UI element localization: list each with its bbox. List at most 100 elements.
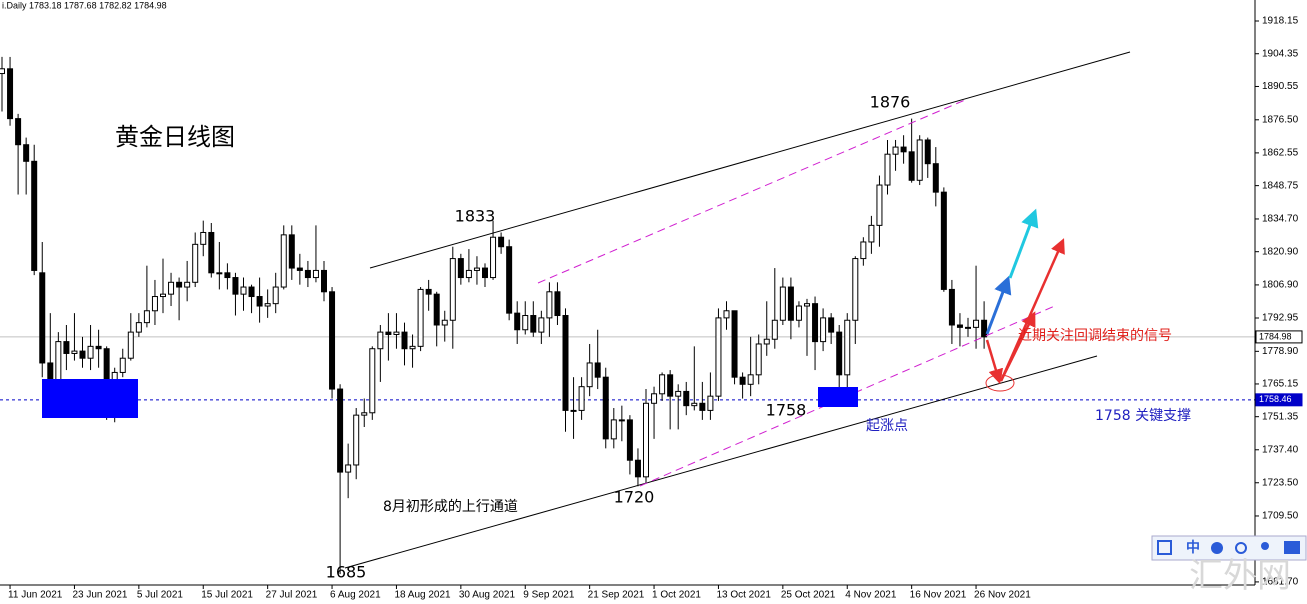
y-tick-label: 1918.15: [1262, 16, 1299, 27]
y-tick-label: 1709.50: [1262, 511, 1299, 522]
candle-body: [321, 269, 327, 293]
candle-body: [514, 312, 521, 331]
candle-body: [31, 160, 38, 271]
candle-body: [546, 291, 553, 319]
candle-body: [699, 402, 706, 411]
candle-body: [940, 191, 947, 290]
header: i.Daily 1783.18 1787.68 1782.82 1784.98: [2, 0, 167, 10]
candle-body: [160, 293, 166, 298]
candle-body: [602, 376, 609, 440]
candle-body: [691, 402, 698, 407]
y-tick-label: 1751.35: [1262, 411, 1299, 422]
candle-body: [7, 68, 14, 120]
price-label: 1758.46: [1259, 394, 1292, 404]
candle-body: [651, 393, 658, 404]
x-tick-label: 25 Oct 2021: [781, 590, 836, 601]
candle-body: [15, 118, 22, 146]
x-tick-label: 6 Aug 2021: [330, 590, 381, 601]
candle-body: [240, 286, 247, 295]
candle-body: [39, 272, 46, 364]
candle-body: [224, 272, 231, 279]
candle-body: [610, 419, 617, 440]
toolbar-icon[interactable]: [1211, 542, 1223, 554]
y-tick-label: 1834.70: [1262, 214, 1299, 225]
candle-body: [562, 315, 569, 411]
candle-body: [634, 459, 641, 478]
candle-body: [401, 331, 408, 350]
x-tick-label: 9 Sep 2021: [523, 590, 575, 601]
toolbar-bg: [1151, 535, 1307, 561]
candle-body: [965, 326, 971, 329]
candle-body: [763, 338, 770, 345]
x-tick-label: 21 Sep 2021: [588, 590, 645, 601]
candle-body: [618, 419, 625, 422]
price-label: 1784.98: [1259, 331, 1292, 341]
toolbar-icon[interactable]: [1284, 541, 1300, 554]
y-tick-label: 1778.90: [1262, 346, 1299, 357]
candle-body: [490, 236, 497, 279]
candle-body: [449, 258, 456, 321]
candle-body: [747, 374, 754, 385]
candle-body: [973, 319, 980, 328]
candle-body: [795, 305, 802, 321]
candle-body: [465, 269, 472, 279]
candle-body: [876, 184, 883, 226]
y-tick-label: 1723.50: [1262, 477, 1299, 488]
annotation: 8月初形成的上行通道: [383, 498, 518, 515]
candle-body: [296, 267, 303, 271]
candle-body: [956, 324, 963, 328]
candle-body: [586, 362, 593, 388]
candle-body: [168, 281, 175, 295]
candle-body: [731, 310, 738, 378]
candle-body: [787, 286, 794, 321]
candle-body: [715, 317, 722, 397]
x-tick-label: 13 Oct 2021: [716, 590, 771, 601]
candle-body: [176, 281, 183, 288]
toolbar-lang[interactable]: 中: [1186, 539, 1200, 556]
y-tick-label: 1876.50: [1262, 114, 1299, 125]
candle-body: [836, 331, 843, 376]
candle-body: [433, 293, 440, 326]
candle-body: [288, 234, 295, 269]
candle-body: [256, 296, 263, 307]
candle-body: [417, 288, 424, 347]
x-tick-label: 15 Jul 2021: [201, 590, 253, 601]
candle-body: [353, 414, 360, 466]
candle-body: [948, 288, 955, 326]
y-tick-label: 1681.70: [1262, 577, 1299, 588]
candle-body: [482, 267, 488, 279]
candle-body: [659, 374, 666, 395]
toolbar-icon[interactable]: [1261, 542, 1269, 550]
candle-body: [683, 390, 690, 407]
x-tick-label: 26 Nov 2021: [974, 590, 1031, 601]
candle-body: [441, 319, 448, 326]
annotation: 1758 关键支撑: [1095, 408, 1191, 424]
candle-body: [409, 345, 416, 350]
candle-body: [755, 343, 762, 376]
candle-body: [232, 277, 239, 295]
candle-body: [280, 234, 287, 288]
candle-body: [71, 350, 78, 354]
candle-body: [804, 303, 810, 307]
candle-body: [127, 331, 134, 359]
x-tick-label: 5 Jul 2021: [137, 590, 184, 601]
annotation: 起涨点: [866, 418, 908, 434]
x-tick-label: 11 Jun 2021: [8, 590, 63, 601]
channel-upper: [369, 51, 1131, 269]
candle-body: [248, 286, 255, 298]
candle-body: [578, 386, 585, 411]
candle-body: [385, 331, 392, 335]
x-tick-label: 23 Jun 2021: [72, 590, 127, 601]
y-tick-label: 1904.35: [1262, 48, 1299, 59]
candle-body: [498, 236, 505, 248]
y-tick-label: 1792.95: [1262, 313, 1299, 324]
candle-body: [554, 291, 561, 317]
toolbar-icon[interactable]: [1157, 540, 1172, 555]
arrow-up-blue: [985, 275, 1012, 335]
candle-body: [361, 412, 368, 416]
candle-body: [844, 319, 851, 376]
candle-body: [522, 315, 529, 331]
candle-body: [151, 296, 158, 312]
x-tick-label: 27 Jul 2021: [266, 590, 318, 601]
toolbar-icon[interactable]: [1235, 542, 1247, 554]
